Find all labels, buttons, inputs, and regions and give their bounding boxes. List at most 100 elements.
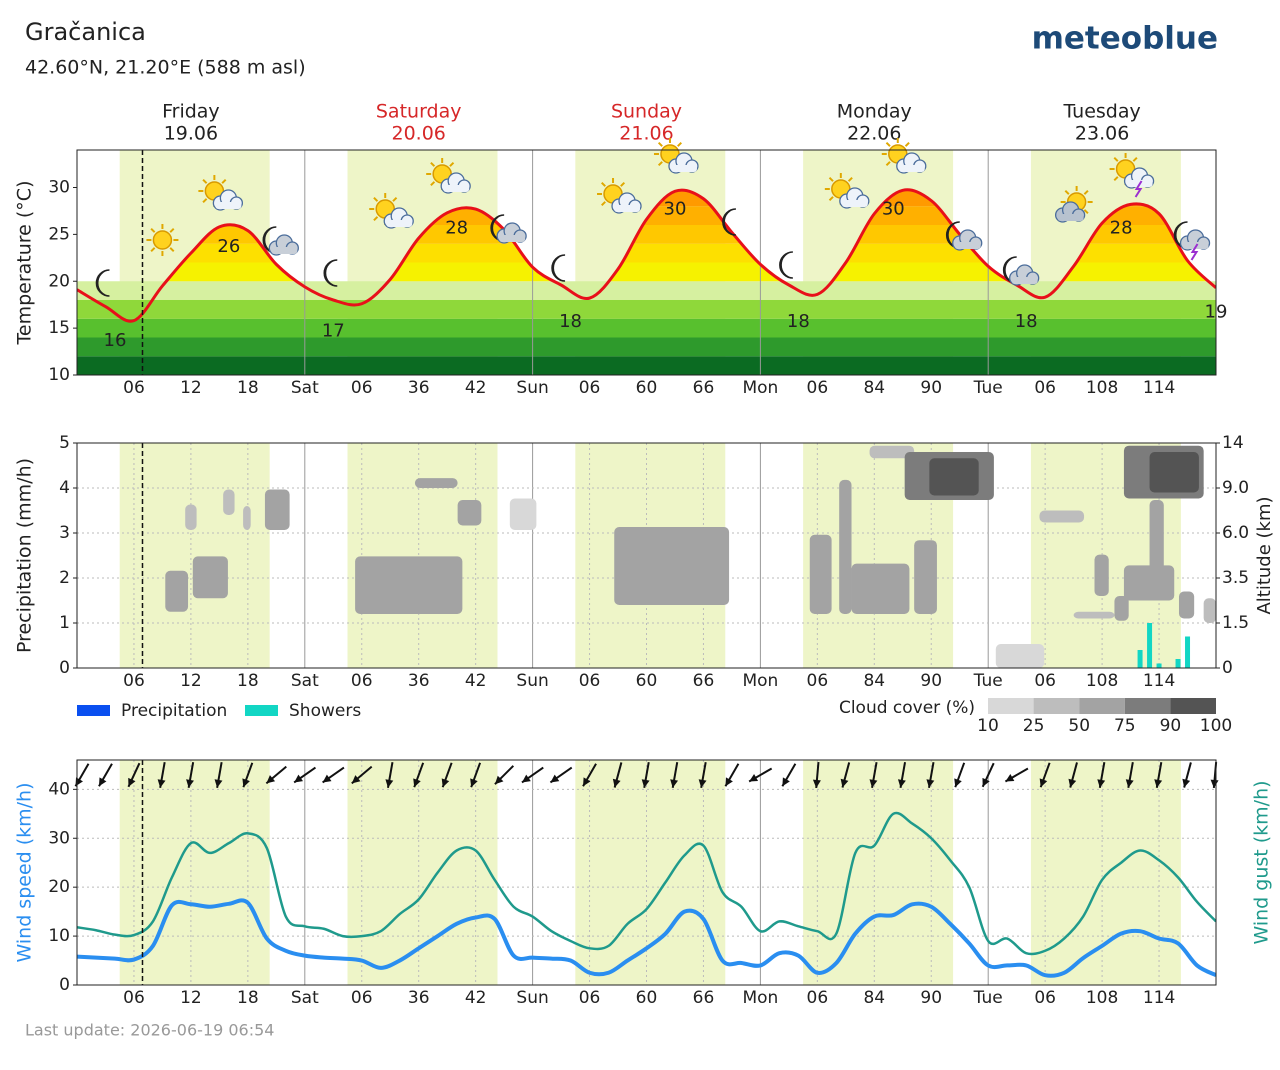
x-tick-label: 84: [863, 988, 885, 1008]
y-tick-label: 20: [48, 271, 70, 291]
precipitation-bar: [1156, 663, 1162, 668]
x-tick-label: Sun: [516, 671, 548, 691]
cloud-layer: [809, 534, 832, 614]
cloud-layer: [995, 644, 1045, 668]
wind-arrow: [157, 762, 166, 788]
y2-tick-label: 3.5: [1222, 568, 1249, 588]
cloud-layer: [414, 478, 458, 488]
colorbar-tick-label: 100: [1200, 716, 1232, 736]
wind-arrow: [698, 762, 707, 788]
cloud-layer: [1203, 598, 1216, 623]
weather-icon: [1054, 186, 1093, 223]
wind-arrow: [1154, 762, 1163, 788]
y2-axis-label: Altitude (km): [1254, 496, 1275, 614]
temperature-label: 28: [1110, 217, 1133, 238]
cloud-layer: [839, 479, 852, 614]
x-tick-label: 84: [863, 378, 885, 398]
location-coords: 42.60°N, 21.20°E (588 m asl): [25, 57, 306, 79]
cloud-layer: [457, 500, 482, 526]
x-tick-label: Tue: [973, 378, 1003, 398]
precipitation-bar: [1185, 636, 1191, 668]
wind-arrow: [954, 762, 966, 788]
x-tick-label: 06: [351, 378, 373, 398]
temperature-band: [77, 337, 1216, 357]
x-tick-label: 06: [1034, 378, 1056, 398]
x-tick-label: 18: [237, 378, 259, 398]
temperature-label: 18: [787, 311, 810, 332]
last-update: Last update: 2026-06-19 06:54: [25, 1021, 274, 1040]
x-tick-label: 66: [693, 378, 715, 398]
location-title: Gračanica: [25, 18, 146, 46]
cloud-layer: [1039, 510, 1085, 523]
y-axis-label: Wind speed (km/h): [14, 782, 36, 962]
colorbar-tick-label: 10: [977, 716, 999, 736]
wind-arrow: [413, 762, 425, 788]
cloud-legend-title: Cloud cover (%): [839, 698, 975, 718]
wind-arrow: [1039, 762, 1051, 788]
x-tick-label: Mon: [742, 378, 778, 398]
cloud-layer: [192, 556, 228, 599]
cloud-layer: [1094, 554, 1109, 596]
temperature-label: 28: [445, 217, 468, 238]
temperature-band: [77, 281, 1216, 300]
wind-arrow: [748, 767, 773, 783]
day-date: 22.06: [847, 123, 901, 145]
cloud-layer: [869, 445, 915, 459]
wind-arrow: [1182, 762, 1192, 788]
weather-icon: [824, 173, 870, 209]
cloud-layer: [1123, 565, 1175, 601]
wind-arrow: [242, 762, 254, 788]
plot-area: [77, 760, 1216, 985]
y2-axis-label: Wind gust (km/h): [1251, 780, 1273, 944]
y-axis-label: Precipitation (mm/h): [14, 458, 36, 653]
y-tick-label: 10: [48, 365, 70, 385]
wind-arrow: [127, 762, 141, 788]
x-tick-label: 114: [1143, 378, 1175, 398]
x-tick-label: 66: [693, 671, 715, 691]
temperature-band: [77, 300, 1216, 319]
weather-icon: [262, 226, 299, 256]
day-name: Sunday: [611, 101, 682, 123]
x-tick-label: 114: [1143, 988, 1175, 1008]
plot-border: [76, 149, 1217, 376]
weather-icon: [1002, 256, 1040, 286]
x-tick-label: Sat: [291, 988, 319, 1008]
temperature-label: 30: [882, 199, 905, 220]
wind-arrow: [641, 762, 650, 788]
wind-arrow: [186, 762, 195, 788]
weather-icon: [881, 138, 927, 174]
wind-arrow: [549, 766, 573, 784]
x-tick-label: Mon: [742, 671, 778, 691]
x-tick-label: Sat: [291, 378, 319, 398]
cloud-layer: [165, 570, 189, 612]
weather-icon: [369, 193, 414, 229]
weather-icon: [1173, 221, 1211, 261]
wind-arrow: [98, 763, 113, 787]
x-tick-label: 06: [1034, 671, 1056, 691]
temperature-band: [77, 356, 1216, 375]
temperature-label: 18: [1015, 311, 1038, 332]
x-tick-label: 108: [1086, 671, 1118, 691]
day-date: 21.06: [619, 123, 673, 145]
wind-arrow: [214, 762, 223, 788]
day-date: 19.06: [164, 123, 218, 145]
weather-icon: [722, 208, 736, 236]
wind-line: [77, 898, 1216, 978]
cloud-layer: [914, 540, 937, 614]
x-tick-label: Mon: [742, 988, 778, 1008]
x-tick-label: 60: [636, 378, 658, 398]
plot-area: [77, 150, 1216, 375]
x-tick-label: 108: [1086, 378, 1118, 398]
temperature-line: [77, 188, 1216, 323]
brand-logo: meteoblue: [1032, 21, 1218, 57]
x-tick-label: 42: [465, 988, 487, 1008]
temperature-label: 26: [217, 236, 240, 257]
x-tick-label: 18: [237, 988, 259, 1008]
precipitation-bar: [1175, 659, 1181, 668]
x-tick-label: 06: [123, 378, 145, 398]
weather-icon: [551, 254, 566, 282]
x-tick-label: 12: [180, 988, 202, 1008]
y-tick-label: 20: [48, 877, 70, 897]
day-name: Saturday: [376, 101, 462, 123]
